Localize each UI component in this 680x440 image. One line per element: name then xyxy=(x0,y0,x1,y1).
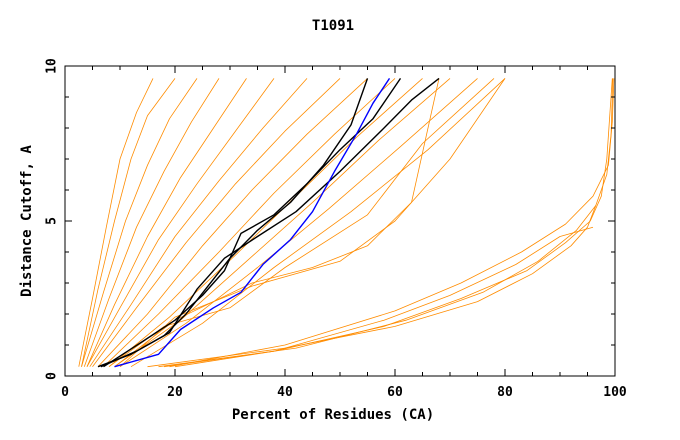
x-tick-label-40: 40 xyxy=(277,385,293,400)
series-line-7 xyxy=(92,78,341,367)
series-line-8 xyxy=(97,78,368,367)
x-tick-label-100: 100 xyxy=(603,385,627,400)
series-line-2 xyxy=(81,78,198,367)
series-line-25 xyxy=(114,78,391,368)
series-line-0 xyxy=(78,78,154,367)
series-line-19 xyxy=(163,78,614,368)
tick-layer: 0 20 40 60 80 100 0 5 10 xyxy=(45,58,627,400)
series-line-24 xyxy=(100,77,440,368)
series-line-12 xyxy=(119,78,478,368)
series-line-10 xyxy=(108,78,423,368)
series-line-14 xyxy=(119,78,506,367)
series-line-21 xyxy=(174,226,594,368)
series-line-13 xyxy=(130,78,506,368)
x-axis-label: Percent of Residues (CA) xyxy=(232,407,434,423)
series-line-3 xyxy=(83,78,220,367)
chart-title: T1091 xyxy=(312,18,354,34)
x-tick-label-80: 80 xyxy=(497,385,513,400)
series-line-6 xyxy=(89,78,308,367)
series-line-15 xyxy=(108,78,495,368)
series-line-5 xyxy=(86,78,275,367)
series-line-1 xyxy=(81,78,176,367)
series-line-18 xyxy=(158,78,613,368)
y-axis-label: Distance Cutoff, A xyxy=(19,145,35,297)
series-line-9 xyxy=(103,78,396,367)
series-layer xyxy=(78,77,615,368)
series-line-23 xyxy=(103,78,402,368)
series-line-20 xyxy=(169,78,615,368)
y-tick-label-5: 5 xyxy=(45,217,60,225)
y-tick-label-0: 0 xyxy=(45,372,60,380)
series-line-11 xyxy=(114,78,451,368)
x-tick-label-0: 0 xyxy=(61,385,69,400)
x-tick-label-60: 60 xyxy=(387,385,403,400)
series-line-4 xyxy=(86,78,247,367)
y-tick-label-10: 10 xyxy=(45,58,60,74)
x-tick-label-20: 20 xyxy=(167,385,183,400)
